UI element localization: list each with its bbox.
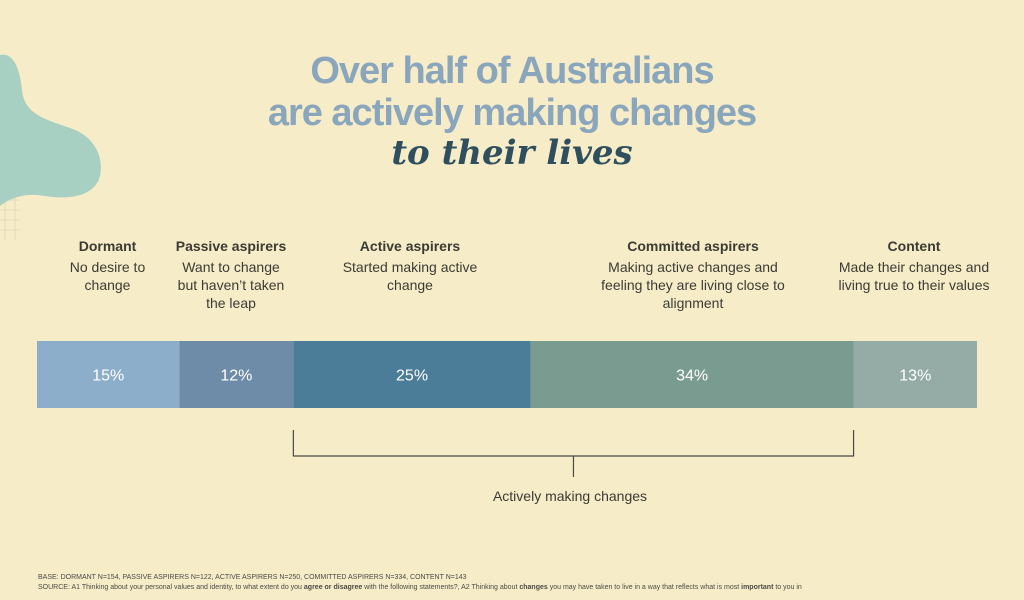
category-name: Passive aspirers (175, 238, 287, 254)
footnote-source-part: with the following statements?, A2 Think… (362, 584, 520, 591)
category-description: Made their changes and living true to th… (838, 259, 990, 293)
category-name: Active aspirers (359, 238, 461, 254)
footnote-base: BASE: DORMANT N=154, PASSIVE ASPIRERS N=… (38, 574, 467, 581)
bar-value-label: 15% (92, 368, 124, 385)
bracket-label: Actively making changes (492, 488, 648, 504)
bar-value-label: 25% (396, 368, 428, 385)
footnote-source-part: to you in (773, 584, 802, 591)
bar-value-label: 12% (220, 368, 252, 385)
footnote-source: SOURCE: A1 Thinking about your personal … (38, 584, 802, 591)
bar-segment-active-aspirers (293, 341, 531, 408)
subtitle: to their lives (391, 133, 633, 173)
bar-value-label: 13% (899, 368, 931, 385)
category-name: Committed aspirers (627, 238, 759, 254)
stacked-bar-chart: 15% 12% 25% 34% 13% (37, 341, 977, 486)
title-line-2: are actively making changes (267, 92, 757, 134)
footnote-source-part: you may have taken to live in a way that… (547, 584, 742, 591)
category-active-aspirers: Active aspirers Started making active ch… (320, 236, 500, 294)
footnote-source-bold: changes (519, 584, 548, 591)
category-name: Dormant (78, 238, 137, 254)
category-content: Content Made their changes and living tr… (828, 236, 1000, 294)
category-description: Making active changes and feeling they a… (601, 259, 785, 311)
decorative-blob (0, 54, 101, 240)
category-description: No desire to change (69, 259, 146, 293)
footnote-source-part: SOURCE: A1 Thinking about your personal … (38, 584, 304, 591)
footnote-source-bold: important (741, 584, 774, 591)
category-passive-aspirers: Passive aspirers Want to change but have… (171, 236, 291, 312)
category-committed-aspirers: Committed aspirers Making active changes… (598, 236, 788, 312)
stacked-bar-svg: 15% 12% 25% 34% 13% (37, 341, 977, 477)
bracket-line (292, 430, 855, 477)
category-dormant: Dormant No desire to change (50, 236, 165, 294)
bar-segment-content (853, 341, 977, 408)
footnote-source-bold: agree or disagree (303, 584, 363, 591)
bar-segment-dormant (37, 341, 180, 408)
bar-value-label: 34% (676, 368, 708, 385)
category-description: Want to change but haven’t taken the lea… (177, 259, 285, 311)
category-description: Started making active change (342, 259, 478, 293)
title-line-1: Over half of Australians (310, 50, 714, 92)
bar-segment-committed-aspirers (530, 341, 854, 408)
category-name: Content (887, 238, 941, 254)
bar-segment-passive-aspirers (179, 341, 294, 408)
